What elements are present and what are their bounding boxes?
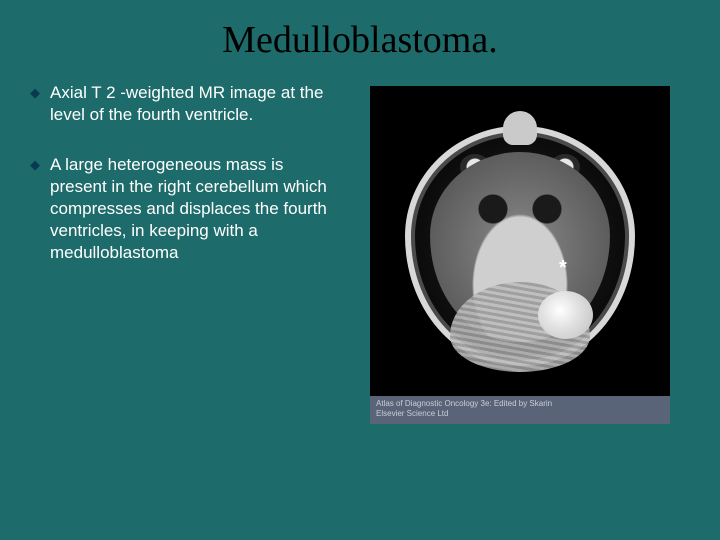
caption-line: Atlas of Diagnostic Oncology 3e: Edited … <box>376 399 664 409</box>
mri-scan-image: * <box>370 86 670 396</box>
bullet-item: ◆ A large heterogeneous mass is present … <box>30 154 330 264</box>
bullet-text: A large heterogeneous mass is present in… <box>50 154 330 264</box>
nasal-region <box>503 111 537 145</box>
slide-title: Medulloblastoma. <box>0 0 720 72</box>
content-row: ◆ Axial T 2 -weighted MR image at the le… <box>0 72 720 424</box>
slide: Medulloblastoma. ◆ Axial T 2 -weighted M… <box>0 0 720 540</box>
tumor-mass <box>538 291 593 339</box>
diamond-icon: ◆ <box>30 82 50 126</box>
caption-line: Elsevier Science Ltd <box>376 409 664 419</box>
image-column: * Atlas of Diagnostic Oncology 3e: Edite… <box>350 82 690 424</box>
bullet-list: ◆ Axial T 2 -weighted MR image at the le… <box>30 82 350 424</box>
diamond-icon: ◆ <box>30 154 50 264</box>
annotation-star-icon: * <box>559 257 567 280</box>
bullet-item: ◆ Axial T 2 -weighted MR image at the le… <box>30 82 330 126</box>
bullet-text: Axial T 2 -weighted MR image at the leve… <box>50 82 330 126</box>
figure: * Atlas of Diagnostic Oncology 3e: Edite… <box>370 86 670 424</box>
image-caption: Atlas of Diagnostic Oncology 3e: Edited … <box>370 396 670 424</box>
